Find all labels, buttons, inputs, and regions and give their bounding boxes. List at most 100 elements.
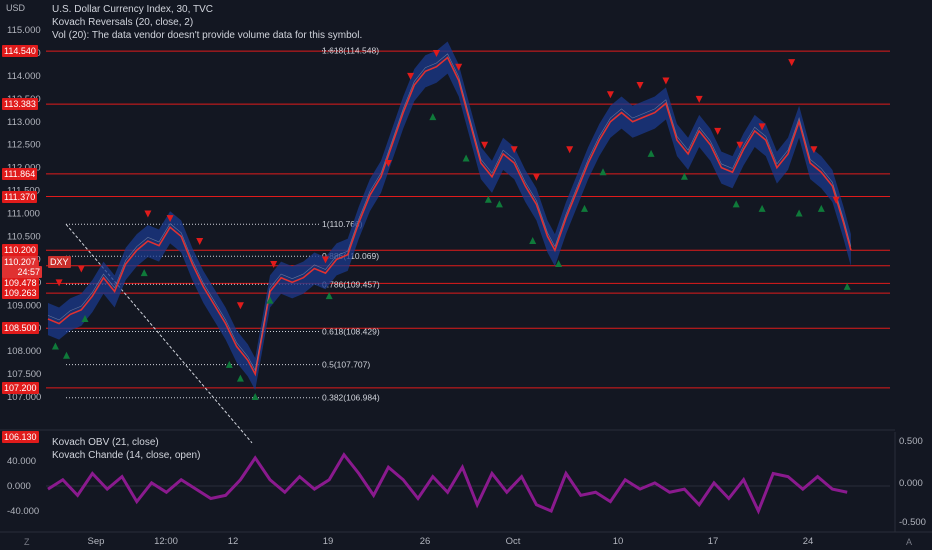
level-price-tag: 108.500 [2, 322, 39, 335]
current-price-tag: 110.207 [2, 256, 38, 268]
up-reversal-marker [462, 154, 470, 162]
down-reversal-marker [144, 210, 152, 218]
down-reversal-marker [433, 49, 440, 57]
level-price-tag: 110.200 [2, 244, 38, 257]
time-tick-label: 24 [803, 536, 814, 547]
down-reversal-marker [55, 279, 63, 287]
time-tick-label: 19 [323, 536, 334, 547]
current-symbol-tag: DXY [48, 256, 71, 268]
up-reversal-marker [680, 172, 688, 180]
level-price-tag: 107.200 [2, 381, 39, 394]
down-reversal-marker [532, 173, 540, 181]
grid-lines [0, 429, 932, 533]
level-price-tag: 114.540 [2, 45, 38, 58]
up-reversal-marker [429, 113, 437, 121]
down-reversal-marker [714, 127, 722, 135]
osc-right-tick: 0.000 [899, 478, 923, 489]
price-tick-label: 109.000 [7, 300, 41, 311]
osc-left-tick: 0.000 [7, 481, 31, 492]
down-reversal-marker [788, 59, 796, 67]
fib-label: 1(110.766) [322, 219, 363, 229]
down-reversal-marker [566, 146, 574, 154]
up-reversal-marker [581, 204, 588, 212]
price-tick-label: 107.500 [7, 369, 41, 380]
osc-left-tick: 40.000 [7, 456, 36, 467]
time-tick-label: 17 [708, 536, 719, 547]
auto-scale-button[interactable]: A [906, 537, 913, 547]
up-reversal-marker [817, 204, 825, 212]
price-tick-label: 108.000 [7, 346, 41, 357]
down-reversal-marker [77, 265, 85, 273]
up-reversal-marker [325, 292, 333, 300]
time-tick-label: 26 [420, 536, 431, 547]
bar-countdown: 24:57 [2, 266, 42, 278]
price-unit-label: USD [6, 3, 26, 13]
level-price-tag: 106.130 [2, 430, 39, 443]
down-reversal-marker [636, 82, 644, 90]
time-tick-label: 12 [228, 536, 239, 547]
level-price-tag: 109.478 [2, 277, 39, 290]
obv-legend[interactable]: Kovach OBV (21, close) [52, 437, 159, 448]
price-tick-label: 113.000 [7, 117, 41, 128]
down-reversal-marker [510, 146, 518, 154]
up-reversal-marker [81, 315, 89, 323]
down-reversal-marker [606, 91, 614, 99]
fib-label: 0.618(108.429) [322, 326, 380, 336]
down-reversal-marker [322, 256, 329, 264]
down-reversal-marker [270, 260, 278, 268]
chande-legend[interactable]: Kovach Chande (14, close, open) [52, 450, 201, 461]
fib-label: 1.618(114.548) [322, 46, 379, 56]
up-reversal-marker [225, 360, 233, 368]
fib-label: 0.382(106.984) [322, 393, 380, 403]
down-reversal-marker [662, 77, 670, 85]
price-line [47, 56, 852, 377]
osc-right-tick: -0.500 [899, 517, 926, 528]
down-reversal-marker [758, 123, 766, 131]
up-reversal-marker [484, 195, 492, 203]
down-reversal-marker [196, 238, 204, 246]
zoom-button[interactable]: Z [24, 537, 30, 547]
price-series [47, 53, 852, 377]
fibonacci-levels: 1.618(114.548)1(110.766)0.886(110.069)0.… [65, 46, 380, 444]
price-tick-label: 107.000 [7, 392, 41, 403]
up-reversal-marker [236, 374, 244, 382]
up-reversal-marker [843, 282, 851, 290]
price-tick-label: 110.500 [7, 231, 41, 242]
down-reversal-marker [166, 215, 174, 223]
time-tick-label: 12:00 [154, 536, 178, 547]
up-reversal-marker [758, 204, 766, 212]
down-reversal-marker [832, 196, 840, 204]
down-reversal-marker [736, 141, 744, 149]
volume-legend[interactable]: Vol (20): The data vendor doesn't provid… [52, 30, 363, 41]
up-reversal-marker [732, 200, 740, 208]
up-reversal-marker [140, 269, 148, 277]
symbol-title[interactable]: U.S. Dollar Currency Index, 30, TVC [52, 4, 213, 15]
up-reversal-marker [599, 168, 607, 176]
up-reversal-marker [266, 296, 274, 304]
level-price-tag: 111.864 [2, 167, 38, 180]
time-tick-label: Oct [506, 536, 521, 547]
up-reversal-marker [251, 393, 259, 400]
up-reversal-marker [795, 209, 803, 217]
fib-label: 0.786(109.457) [322, 279, 380, 289]
down-reversal-marker [810, 146, 818, 154]
reversal-markers [51, 49, 851, 400]
price-tick-label: 111.000 [7, 209, 40, 220]
time-tick-label: 10 [613, 536, 624, 547]
down-reversal-marker [407, 72, 415, 80]
osc-right-tick: 0.500 [899, 436, 923, 447]
price-wick-line [47, 53, 852, 372]
oscillator-line [47, 452, 848, 515]
oscillator-series [46, 452, 890, 515]
level-price-tag: 111.370 [2, 190, 38, 203]
price-channel [48, 41, 851, 391]
indicator-legend[interactable]: Kovach Reversals (20, close, 2) [52, 17, 194, 28]
level-price-tag: 113.383 [2, 98, 38, 111]
time-tick-label: Sep [88, 536, 105, 547]
price-tick-label: 114.000 [7, 71, 41, 82]
channel-band [48, 41, 851, 391]
down-reversal-marker [481, 141, 489, 149]
fib-label: 0.5(107.707) [322, 360, 370, 370]
